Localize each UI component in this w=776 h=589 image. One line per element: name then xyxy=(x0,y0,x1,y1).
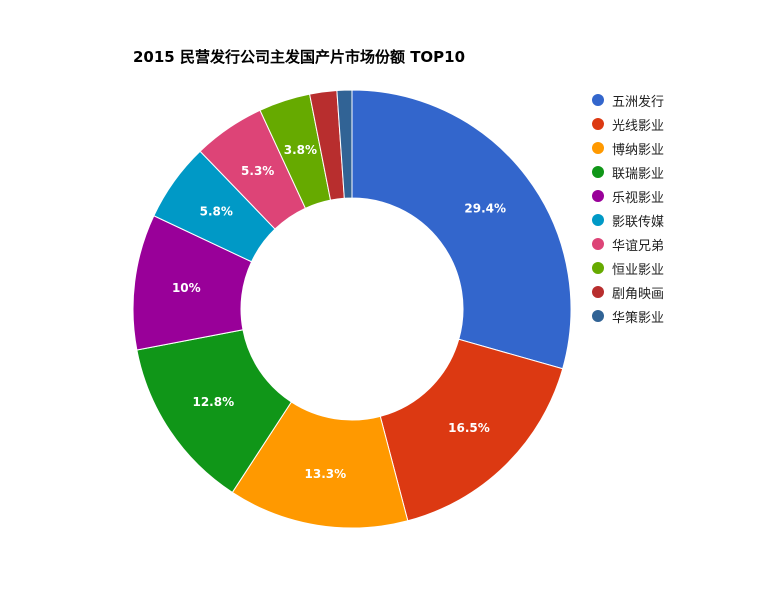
slice-label-7: 5.3% xyxy=(241,164,274,178)
legend-label: 光线影业 xyxy=(612,118,665,134)
chart-title: 2015 民营发行公司主发国产片市场份额 TOP10 xyxy=(133,48,466,66)
legend-label: 影联传媒 xyxy=(612,214,665,230)
legend-label: 博纳影业 xyxy=(612,142,665,158)
legend-swatch xyxy=(592,142,604,154)
legend-swatch xyxy=(592,166,604,178)
pie-slice-2 xyxy=(379,338,564,522)
pie-slice-10 xyxy=(336,89,353,199)
legend-swatch xyxy=(592,310,604,322)
legend-label: 剧角映画 xyxy=(612,286,665,302)
legend-label: 联瑞影业 xyxy=(612,166,665,182)
slice-label-6: 5.8% xyxy=(200,205,233,219)
slice-label-1: 29.4% xyxy=(464,201,506,215)
legend-swatch xyxy=(592,118,604,130)
legend-item-8: 恒业影业 xyxy=(592,256,664,280)
legend-swatch xyxy=(592,262,604,274)
legend-label: 华策影业 xyxy=(612,310,665,326)
legend-swatch xyxy=(592,214,604,226)
legend-label: 乐视影业 xyxy=(612,190,665,206)
slice-label-3: 13.3% xyxy=(305,467,347,481)
legend-swatch xyxy=(592,286,604,298)
legend-swatch xyxy=(592,94,604,106)
legend-item-4: 联瑞影业 xyxy=(592,160,664,184)
slice-label-8: 3.8% xyxy=(284,143,317,157)
legend-item-2: 光线影业 xyxy=(592,112,664,136)
pie-slice-1 xyxy=(351,89,572,370)
legend: 五洲发行光线影业博纳影业联瑞影业乐视影业影联传媒华谊兄弟恒业影业剧角映画华策影业 xyxy=(592,88,664,328)
legend-label: 华谊兄弟 xyxy=(612,238,665,254)
legend-label: 五洲发行 xyxy=(612,94,665,110)
slice-label-5: 10% xyxy=(172,281,201,295)
legend-item-7: 华谊兄弟 xyxy=(592,232,664,256)
legend-swatch xyxy=(592,190,604,202)
legend-item-9: 剧角映画 xyxy=(592,280,664,304)
legend-item-5: 乐视影业 xyxy=(592,184,664,208)
legend-item-3: 博纳影业 xyxy=(592,136,664,160)
legend-item-1: 五洲发行 xyxy=(592,88,664,112)
slice-label-2: 16.5% xyxy=(448,421,490,435)
legend-swatch xyxy=(592,238,604,250)
legend-item-6: 影联传媒 xyxy=(592,208,664,232)
legend-label: 恒业影业 xyxy=(612,262,665,278)
slice-label-4: 12.8% xyxy=(192,395,234,409)
legend-item-10: 华策影业 xyxy=(592,304,664,328)
